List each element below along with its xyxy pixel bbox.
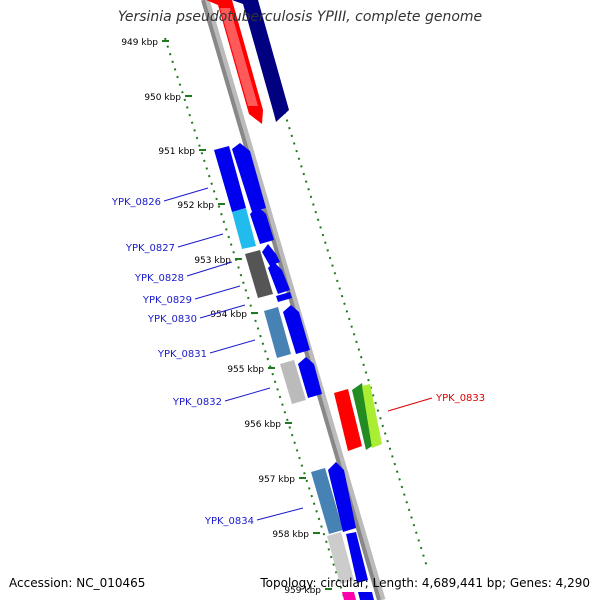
ruler-tick-label: 953 kbp — [194, 256, 231, 266]
accession-label: Accession: NC_010465 — [9, 576, 146, 590]
gene-label[interactable]: YPK_0832 — [172, 397, 222, 408]
gene-feature — [232, 0, 289, 122]
ruler-tick-label: 955 kbp — [227, 365, 264, 375]
gene-label[interactable]: YPK_0827 — [125, 243, 175, 254]
gene-feature — [346, 532, 368, 583]
ruler-tick-label: 954 kbp — [210, 310, 247, 320]
gene-leader-line — [194, 285, 241, 300]
gene-feature — [250, 206, 274, 244]
gene-feature — [232, 143, 266, 212]
gene-label[interactable]: YPK_0826 — [111, 197, 161, 208]
gene-label[interactable]: YPK_0831 — [157, 349, 207, 360]
gene-leader-line — [224, 387, 271, 402]
ruler-tick-label: 950 kbp — [144, 93, 181, 103]
gene-feature — [280, 360, 306, 404]
gene-feature — [328, 462, 356, 532]
map-title: Yersinia pseudotuberculosis YPIII, compl… — [117, 9, 483, 25]
ruler-tick-label: 958 kbp — [272, 530, 309, 540]
gene-feature — [206, 0, 263, 124]
gene-feature — [264, 307, 291, 358]
gene-leader-line — [199, 304, 246, 319]
gene-label[interactable]: YPK_0829 — [142, 295, 192, 306]
ruler-tick-label: 959 kbp — [284, 586, 321, 596]
gene-feature — [352, 383, 372, 450]
gene-feature — [276, 292, 292, 302]
ruler-tick-label: 949 kbp — [121, 38, 158, 48]
ruler-tick-label: 952 kbp — [177, 201, 214, 211]
gene-feature — [262, 244, 280, 266]
ruler-tick-label: 956 kbp — [244, 420, 281, 430]
gene-leader-line — [387, 397, 433, 412]
genome-backbone-shadow — [202, 0, 386, 600]
gene-feature — [232, 208, 256, 249]
gene-feature — [298, 357, 322, 398]
gene-label[interactable]: YPK_0833 — [435, 393, 485, 404]
gene-feature — [358, 592, 374, 600]
gene-label[interactable]: YPK_0828 — [134, 273, 184, 284]
gene-leader-line — [186, 261, 233, 277]
gene-feature — [283, 305, 310, 354]
genome-summary: Topology: circular; Length: 4,689,441 bp… — [260, 576, 590, 590]
gene-feature — [214, 146, 246, 212]
gene-leader-line — [177, 233, 224, 248]
gene-feature — [334, 389, 362, 451]
gene-feature — [268, 262, 290, 294]
gene-feature — [245, 250, 273, 298]
ruler-tick-label: 951 kbp — [158, 147, 195, 157]
gene-feature — [311, 468, 343, 534]
gene-label[interactable]: YPK_0830 — [147, 314, 197, 325]
ruler-ring-outer — [257, 27, 429, 571]
ruler-ticks: 949 kbp 950 kbp 951 kbp 952 kbp 953 kbp 954 k… — [121, 38, 332, 596]
gene-feature — [362, 384, 382, 448]
gene-leader-line — [209, 339, 256, 354]
gene-leader-line — [163, 187, 209, 202]
gene-labels: YPK_0826 YPK_0827 YPK_0828 YPK_0829 YPK_0830… — [111, 187, 485, 527]
ruler-tick-label: 957 kbp — [258, 475, 295, 485]
gene-leader-line — [256, 507, 304, 521]
gene-feature — [327, 532, 354, 584]
gene-label[interactable]: YPK_0834 — [204, 516, 254, 527]
gene-feature — [342, 592, 356, 600]
gene-feature — [220, 8, 258, 106]
genome-backbone — [201, 0, 381, 600]
